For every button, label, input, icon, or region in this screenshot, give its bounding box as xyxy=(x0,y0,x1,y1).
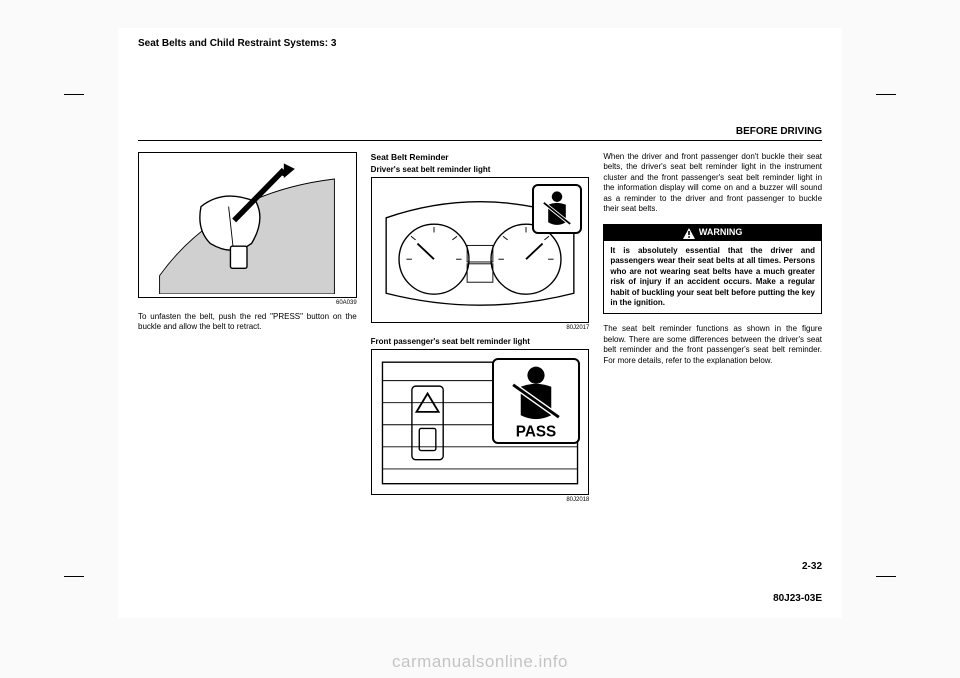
warning-title-text: WARNING xyxy=(699,227,743,239)
figure-passenger-display: PASS xyxy=(371,349,590,495)
seatbelt-icon-frame xyxy=(532,184,582,234)
column-3: When the driver and front passenger don'… xyxy=(603,152,822,558)
figure-driver-cluster xyxy=(371,177,590,323)
section-header: BEFORE DRIVING xyxy=(736,126,822,137)
page-number: 2-32 xyxy=(802,561,822,572)
warning-body-text: It is absolutely essential that the driv… xyxy=(604,241,821,313)
figure-caption: 60A039 xyxy=(138,300,357,308)
body-paragraph: The seat belt reminder functions as show… xyxy=(603,324,822,366)
warning-triangle-icon xyxy=(683,228,695,239)
figure-unfasten-belt xyxy=(138,152,357,298)
seatbelt-icon xyxy=(535,187,579,231)
top-header: Seat Belts and Child Restraint Systems: … xyxy=(138,38,336,49)
body-paragraph: When the driver and front passenger don'… xyxy=(603,152,822,214)
warning-box: WARNING It is absolutely essential that … xyxy=(603,224,822,314)
crop-mark xyxy=(64,570,84,582)
seatbelt-pass-icon: PASS xyxy=(494,360,578,442)
column-2: Seat Belt Reminder Driver's seat belt re… xyxy=(371,152,590,558)
document-code: 80J23-03E xyxy=(773,593,822,604)
crop-mark xyxy=(876,88,896,100)
unfasten-belt-illustration xyxy=(143,156,351,294)
column-1: 60A039 To unfasten the belt, push the re… xyxy=(138,152,357,558)
pass-text: PASS xyxy=(516,424,556,441)
crop-mark xyxy=(64,88,84,100)
crop-mark xyxy=(876,570,896,582)
body-paragraph: To unfasten the belt, push the red "PRES… xyxy=(138,312,357,333)
label-driver-reminder: Driver's seat belt reminder light xyxy=(371,165,590,175)
seatbelt-pass-icon-frame: PASS xyxy=(492,358,580,444)
manual-page: Seat Belts and Child Restraint Systems: … xyxy=(118,28,842,618)
watermark-text: carmanualsonline.info xyxy=(392,652,568,672)
warning-title-bar: WARNING xyxy=(604,225,821,241)
divider-rule xyxy=(138,140,822,141)
figure-caption: 80J2017 xyxy=(371,325,590,333)
content-columns: 60A039 To unfasten the belt, push the re… xyxy=(138,152,822,558)
label-passenger-reminder: Front passenger's seat belt reminder lig… xyxy=(371,337,590,347)
heading-seat-belt-reminder: Seat Belt Reminder xyxy=(371,152,590,163)
figure-caption: 80J2018 xyxy=(371,497,590,505)
